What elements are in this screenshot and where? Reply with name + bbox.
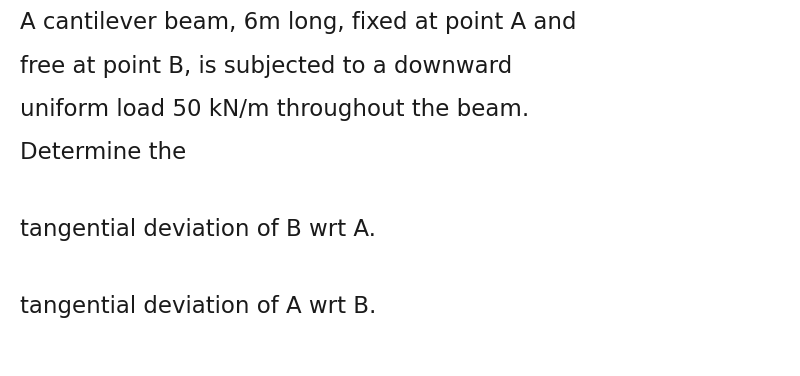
Text: Determine the: Determine the [20, 141, 186, 164]
Text: free at point B, is subjected to a downward: free at point B, is subjected to a downw… [20, 55, 512, 77]
Text: tangential deviation of B wrt A.: tangential deviation of B wrt A. [20, 218, 376, 241]
Text: A cantilever beam, 6m long, fixed at point A and: A cantilever beam, 6m long, fixed at poi… [20, 11, 577, 34]
Text: uniform load 50 kN/m throughout the beam.: uniform load 50 kN/m throughout the beam… [20, 98, 530, 121]
Text: tangential deviation of A wrt B.: tangential deviation of A wrt B. [20, 295, 376, 318]
